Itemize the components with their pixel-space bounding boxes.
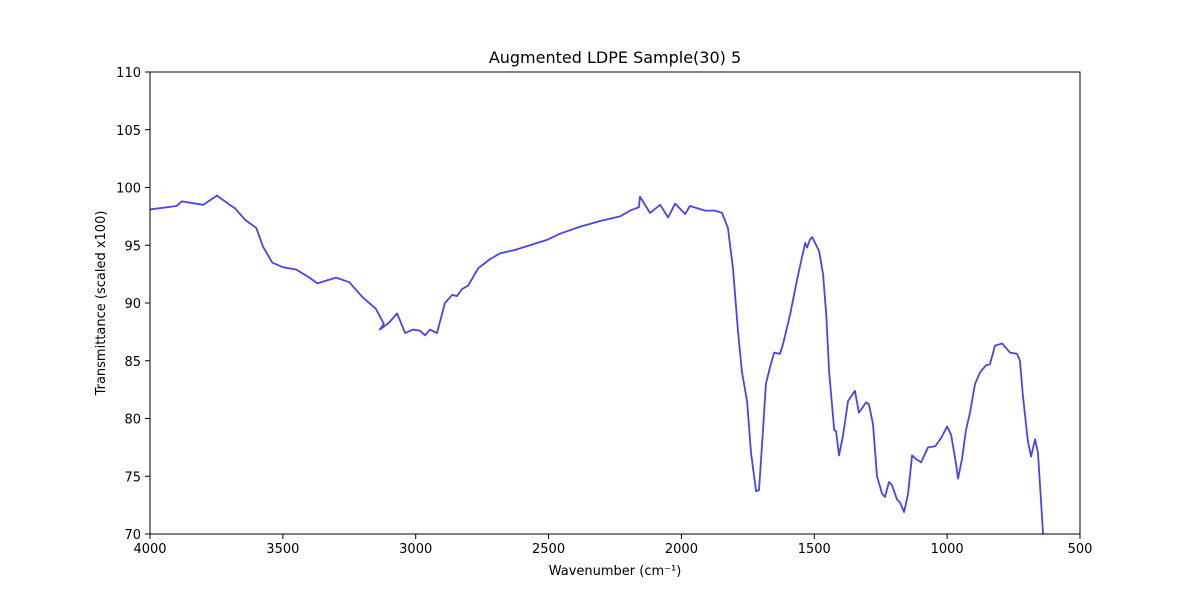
axes-frame — [149, 71, 1081, 535]
x-tick-label: 2500 — [532, 542, 565, 557]
x-tick-label: 2000 — [665, 542, 698, 557]
y-tick-label: 80 — [124, 413, 141, 428]
y-tick-label: 70 — [124, 528, 141, 543]
x-tick-label: 4000 — [133, 542, 166, 557]
y-tick-label: 90 — [124, 297, 141, 312]
y-tick-label: 95 — [124, 239, 141, 254]
x-tick-label: 3000 — [399, 542, 432, 557]
y-tick-label: 105 — [116, 124, 141, 139]
y-tick-label: 100 — [116, 182, 141, 197]
x-axis-label: Wavenumber (cm⁻¹) — [549, 564, 682, 579]
x-tick-label: 1500 — [798, 542, 831, 557]
y-tick-label: 85 — [124, 355, 141, 370]
spectrum-line — [149, 194, 1044, 535]
x-tick-label: 500 — [1068, 542, 1093, 557]
y-tick-label: 110 — [116, 66, 141, 81]
chart-title: Augmented LDPE Sample(30) 5 — [489, 48, 741, 67]
y-tick-label: 75 — [124, 470, 141, 485]
plot-area — [149, 194, 1044, 535]
y-axis-label: Transmittance (scaled x100) — [94, 211, 109, 397]
x-tick-label: 1000 — [931, 542, 964, 557]
x-tick-label: 3500 — [266, 542, 299, 557]
